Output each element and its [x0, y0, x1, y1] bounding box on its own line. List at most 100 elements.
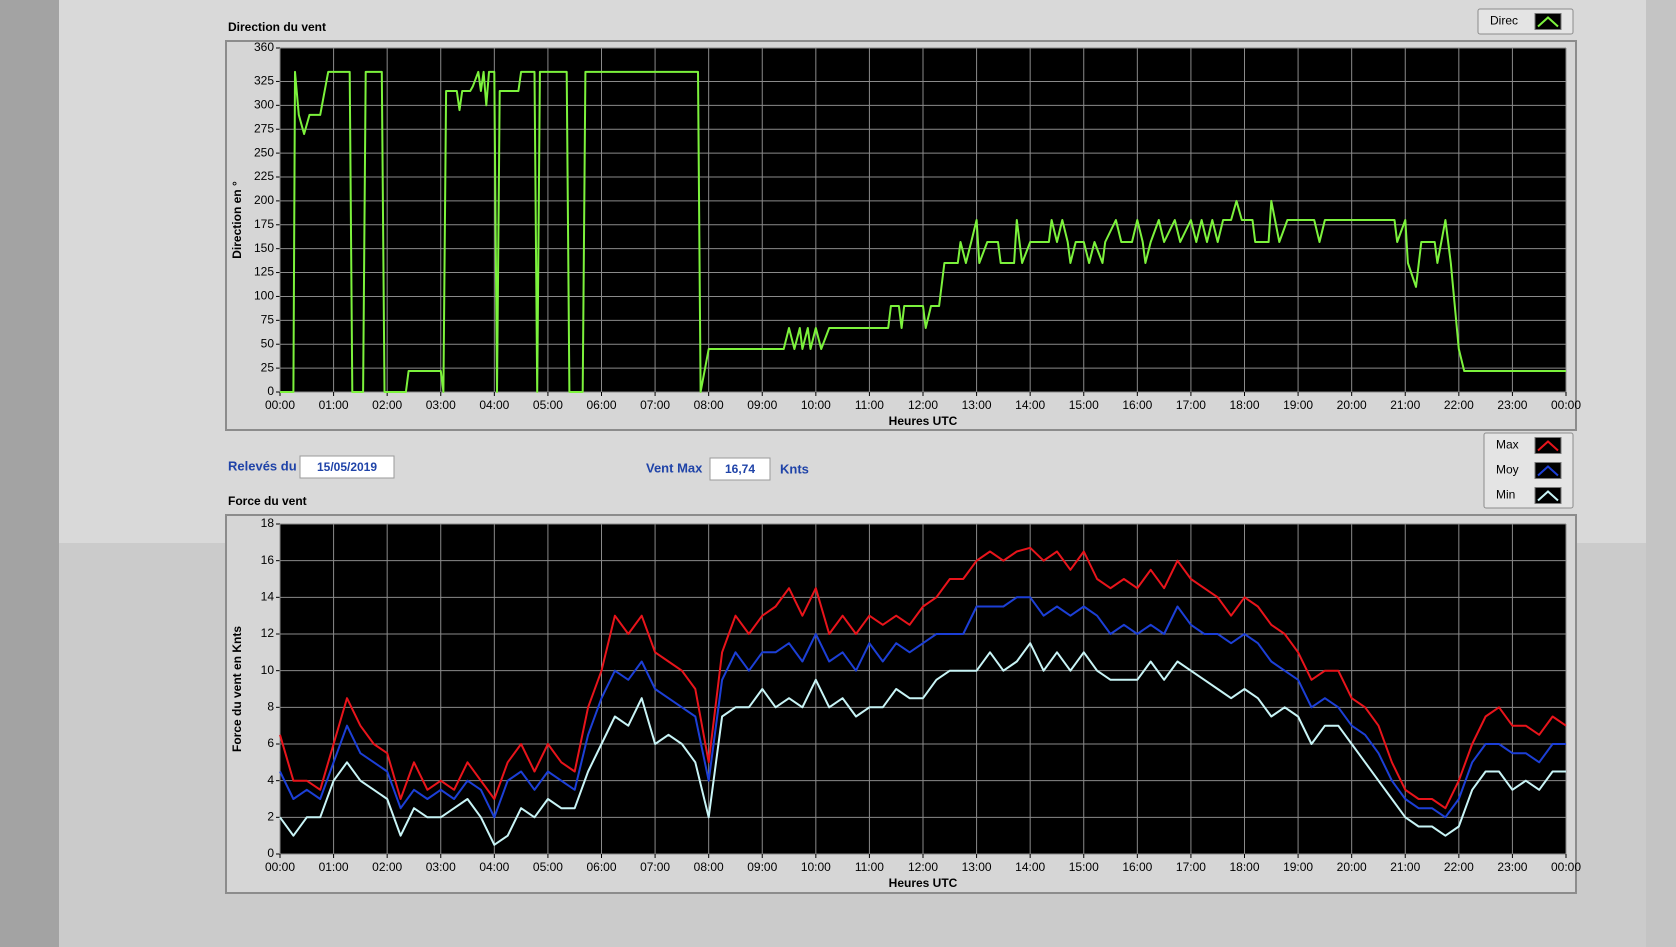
x-tick-label: 16:00 — [1122, 860, 1152, 874]
y-tick-label: 14 — [261, 590, 275, 604]
y-tick-label: 8 — [267, 700, 274, 714]
y-tick-label: 150 — [254, 241, 274, 255]
x-tick-label: 20:00 — [1337, 860, 1367, 874]
date-field[interactable] — [299, 455, 395, 479]
x-tick-label: 21:00 — [1390, 860, 1420, 874]
series-line — [279, 546, 1567, 810]
y-tick-label: 25 — [261, 360, 275, 374]
legend-swatch — [1534, 487, 1562, 504]
legend-swatch-line — [1537, 16, 1559, 28]
x-tick-label: 15:00 — [1069, 398, 1099, 412]
x-tick-label: 17:00 — [1176, 860, 1206, 874]
x-tick-label: 11:00 — [855, 860, 884, 874]
legend-swatch-line — [1537, 440, 1559, 452]
date-value: 15/05/2019 — [317, 460, 377, 474]
y-axis-label: Force du vent en Knts — [230, 626, 244, 752]
x-tick-label: 00:00 — [1551, 398, 1581, 412]
x-tick-label: 20:00 — [1337, 398, 1367, 412]
legend-label: Min — [1496, 488, 1515, 502]
x-tick-label: 04:00 — [479, 398, 509, 412]
y-tick-label: 18 — [261, 516, 275, 530]
x-tick-label: 01:00 — [319, 398, 349, 412]
y-tick-label: 10 — [261, 663, 275, 677]
x-tick-label: 10:00 — [801, 860, 831, 874]
x-tick-label: 03:00 — [426, 398, 456, 412]
y-tick-label: 2 — [267, 810, 274, 824]
x-tick-label: 19:00 — [1283, 398, 1313, 412]
y-tick-label: 4 — [267, 773, 274, 787]
x-tick-label: 00:00 — [1551, 860, 1581, 874]
chart-title: Force du vent — [228, 494, 307, 508]
x-tick-label: 02:00 — [372, 398, 402, 412]
legend-swatch — [1534, 462, 1562, 479]
x-tick-label: 21:00 — [1390, 398, 1420, 412]
y-axis-label: Direction en ° — [230, 181, 244, 259]
x-tick-label: 22:00 — [1444, 398, 1474, 412]
legend-swatch — [1534, 437, 1562, 454]
x-tick-label: 06:00 — [586, 398, 616, 412]
legend-swatch — [1534, 13, 1562, 30]
legend-swatch-line — [1537, 465, 1559, 477]
x-tick-label: 03:00 — [426, 860, 456, 874]
y-tick-label: 0 — [267, 846, 274, 860]
x-tick-label: 08:00 — [694, 860, 724, 874]
x-tick-label: 00:00 — [265, 860, 295, 874]
y-tick-label: 75 — [261, 313, 275, 327]
x-tick-label: 14:00 — [1015, 860, 1045, 874]
x-tick-label: 10:00 — [801, 398, 831, 412]
max-label: Vent Max — [646, 460, 703, 475]
x-axis-label: Heures UTC — [889, 414, 958, 428]
y-tick-label: 325 — [254, 74, 274, 88]
x-tick-label: 06:00 — [586, 860, 616, 874]
x-tick-label: 13:00 — [962, 860, 992, 874]
x-tick-label: 00:00 — [265, 398, 295, 412]
series-line — [280, 70, 1566, 393]
x-tick-label: 08:00 — [694, 398, 724, 412]
x-tick-label: 22:00 — [1444, 860, 1474, 874]
legend-swatch-line — [1537, 490, 1559, 502]
x-tick-label: 18:00 — [1229, 860, 1259, 874]
x-tick-label: 07:00 — [640, 398, 670, 412]
x-tick-label: 11:00 — [855, 398, 884, 412]
date-label: Relevés du — [228, 458, 297, 473]
x-tick-label: 12:00 — [908, 860, 938, 874]
legend-label: Moy — [1496, 463, 1519, 477]
x-tick-label: 12:00 — [908, 398, 938, 412]
x-tick-label: 01:00 — [319, 860, 349, 874]
max-field[interactable] — [709, 457, 771, 481]
x-tick-label: 16:00 — [1122, 398, 1152, 412]
x-tick-label: 17:00 — [1176, 398, 1206, 412]
y-tick-label: 175 — [254, 217, 274, 231]
max-unit: Knts — [780, 461, 809, 476]
x-tick-label: 18:00 — [1229, 398, 1259, 412]
max-value: 16,74 — [725, 462, 755, 476]
x-axis-label: Heures UTC — [889, 876, 958, 890]
x-tick-label: 04:00 — [479, 860, 509, 874]
series-line — [279, 596, 1566, 819]
x-tick-label: 05:00 — [533, 860, 563, 874]
y-tick-label: 125 — [254, 265, 274, 279]
x-tick-label: 14:00 — [1015, 398, 1045, 412]
y-tick-label: 0 — [267, 384, 274, 398]
y-tick-label: 100 — [254, 289, 274, 303]
right-strip — [1646, 0, 1676, 947]
x-tick-label: 23:00 — [1497, 860, 1527, 874]
x-tick-label: 23:00 — [1497, 398, 1527, 412]
x-tick-label: 07:00 — [640, 860, 670, 874]
x-tick-label: 02:00 — [372, 860, 402, 874]
x-tick-label: 05:00 — [533, 398, 563, 412]
y-tick-label: 225 — [254, 169, 274, 183]
x-tick-label: 19:00 — [1283, 860, 1313, 874]
y-tick-label: 200 — [254, 193, 274, 207]
y-tick-label: 16 — [261, 553, 275, 567]
x-tick-label: 09:00 — [747, 860, 777, 874]
y-tick-label: 360 — [254, 40, 274, 54]
y-tick-label: 250 — [254, 145, 274, 159]
y-tick-label: 50 — [261, 336, 275, 350]
x-tick-label: 09:00 — [747, 398, 777, 412]
x-tick-label: 15:00 — [1069, 860, 1099, 874]
legend-label: Direc — [1490, 14, 1518, 28]
y-tick-label: 275 — [254, 121, 274, 135]
legend-label: Max — [1496, 438, 1519, 452]
